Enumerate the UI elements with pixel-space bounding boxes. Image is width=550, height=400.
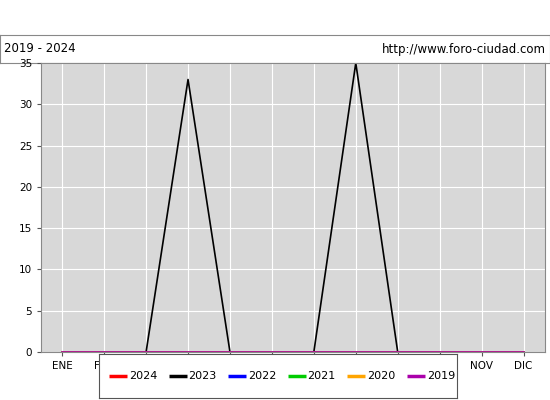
Text: Evolucion Nº Turistas Extranjeros en el municipio de Santibáñez de Ecla: Evolucion Nº Turistas Extranjeros en el … (26, 10, 524, 25)
Text: 2023: 2023 (188, 371, 217, 381)
Text: 2022: 2022 (248, 371, 276, 381)
Text: 2019 - 2024: 2019 - 2024 (4, 42, 76, 56)
Text: 2019: 2019 (427, 371, 455, 381)
Text: http://www.foro-ciudad.com: http://www.foro-ciudad.com (382, 42, 546, 56)
Text: 2021: 2021 (307, 371, 336, 381)
Text: 2020: 2020 (367, 371, 395, 381)
Text: 2024: 2024 (129, 371, 157, 381)
